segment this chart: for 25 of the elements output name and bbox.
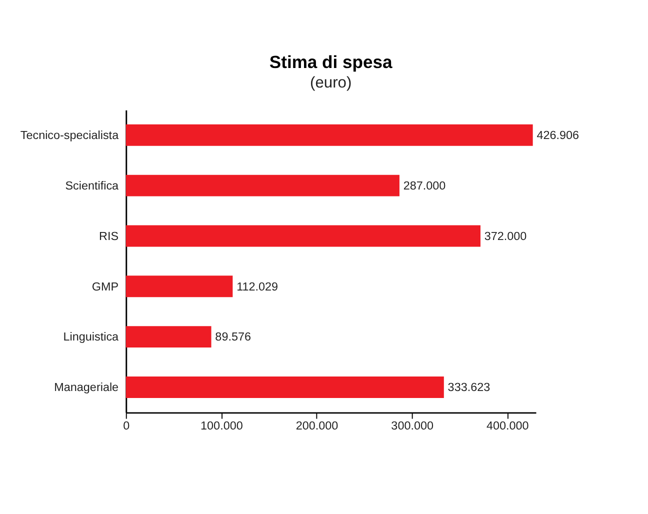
data-label: 426.906	[536, 129, 580, 142]
data-label: 333.623	[448, 381, 490, 394]
y-tick-label: Tecnico-specialista	[20, 129, 120, 142]
y-tick-label: GMP	[92, 280, 119, 294]
bar	[126, 376, 444, 398]
chart-subtitle: (euro)	[310, 74, 352, 92]
bar	[126, 276, 233, 298]
data-label: 372.000	[484, 230, 528, 243]
data-label: 287.000	[403, 179, 446, 192]
data-label: 112.029	[236, 280, 278, 294]
x-tick-label: 100.000	[200, 420, 244, 433]
x-tick-label: 300.000	[391, 420, 434, 433]
chart-title: Stima di spesa	[269, 52, 393, 72]
bar	[126, 225, 480, 247]
y-tick-label: Linguistica	[63, 330, 120, 344]
y-tick-label: Manageriale	[54, 381, 119, 394]
bar	[126, 174, 400, 196]
bar	[126, 326, 212, 348]
data-label: 89.576	[215, 330, 251, 344]
x-tick-label: 0	[123, 420, 130, 433]
bar	[126, 124, 533, 146]
y-tick-label: RIS	[99, 230, 119, 243]
x-tick-label: 200.000	[296, 420, 339, 433]
x-tick-label: 400.000	[486, 420, 530, 433]
y-tick-label: Scientifica	[65, 179, 120, 192]
